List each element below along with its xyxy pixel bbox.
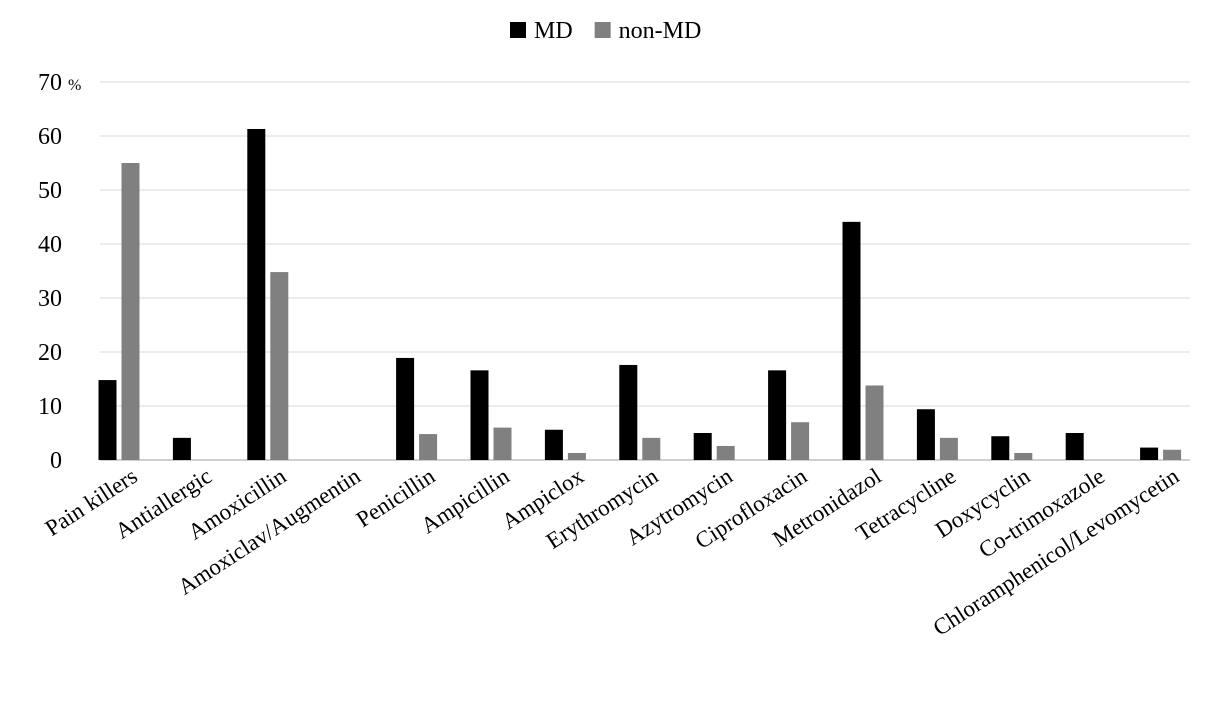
y-tick-label: 60: [38, 124, 62, 150]
legend-label: non-MD: [619, 18, 702, 44]
y-tick-label: 0: [50, 448, 62, 474]
bar-md: [172, 437, 191, 460]
y-tick-label: 70: [38, 70, 62, 96]
bar-md: [1140, 447, 1159, 460]
bar-md: [991, 436, 1010, 460]
bar-non-md: [419, 434, 438, 460]
y-tick-label: 20: [38, 340, 62, 366]
bar-non-md: [642, 437, 661, 460]
legend-swatch: [510, 22, 526, 38]
bar-non-md: [865, 385, 884, 460]
bar-md: [396, 357, 415, 460]
bar-non-md: [791, 422, 810, 460]
y-unit-label: %: [68, 77, 81, 94]
bar-md: [693, 433, 712, 460]
bar-non-md: [567, 452, 586, 460]
bar-md: [98, 380, 117, 460]
bars: [98, 128, 1182, 461]
bar-md: [619, 364, 638, 460]
bar-md: [916, 409, 935, 460]
bar-non-md: [716, 445, 735, 460]
legend-label: MD: [534, 18, 573, 44]
bar-non-md: [270, 272, 289, 460]
bar-non-md: [1163, 449, 1182, 460]
y-tick-label: 30: [38, 286, 62, 312]
bar-md: [544, 429, 563, 460]
y-tick-label: 10: [38, 394, 62, 420]
bar-non-md: [121, 163, 140, 460]
bar-md: [842, 221, 861, 460]
bar-md: [470, 370, 489, 460]
bar-non-md: [1014, 452, 1033, 460]
x-axis: Pain killersAntiallergicAmoxicillinAmoxi…: [41, 463, 1184, 641]
bar-md: [247, 128, 266, 461]
bar-md: [1065, 433, 1084, 460]
bar-md: [768, 370, 787, 460]
y-tick-label: 50: [38, 178, 62, 204]
bar-non-md: [939, 437, 958, 460]
y-axis: 0 10 20 30 40 50 60 70%: [38, 70, 81, 474]
legend: MD non-MD: [510, 18, 701, 44]
legend-swatch: [594, 22, 611, 38]
y-tick-label: 40: [38, 232, 62, 258]
bar-non-md: [493, 427, 512, 460]
